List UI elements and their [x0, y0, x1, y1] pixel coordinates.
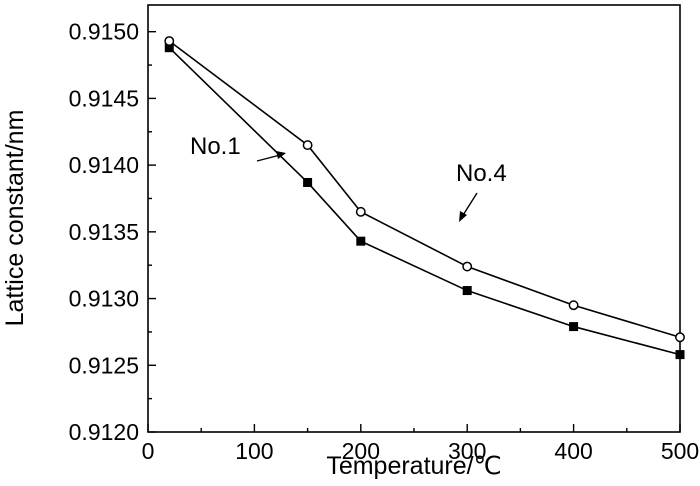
- y-tick-label: 0.9120: [69, 419, 139, 445]
- data-point-no4: [302, 140, 313, 151]
- x-tick-label: 300: [448, 438, 486, 464]
- series-line-no4: [168, 40, 681, 339]
- data-point-no1: [356, 236, 366, 246]
- annotation-no1: No.1: [190, 133, 241, 160]
- annotations: No.1 No.4: [190, 133, 507, 222]
- plot-frame: [147, 4, 681, 433]
- x-axis-title: Temperature/℃: [326, 452, 501, 480]
- data-point-no1: [675, 350, 685, 360]
- data-point-no1: [303, 177, 313, 187]
- data-point-no4: [568, 300, 579, 311]
- x-tick-label: 0: [142, 438, 155, 464]
- data-point-no1: [164, 43, 174, 53]
- x-tick-label: 200: [342, 438, 380, 464]
- data-point-no4: [164, 36, 175, 46]
- y-tick-label: 0.9125: [69, 352, 139, 378]
- x-tick-label: 400: [554, 438, 592, 464]
- data-point-no1: [569, 322, 579, 332]
- data-point-no4: [355, 206, 366, 217]
- y-tick-label: 0.9150: [69, 19, 139, 45]
- y-tick-label: 0.9145: [69, 85, 139, 111]
- data-point-no4: [675, 332, 685, 343]
- x-tick-label: 500: [661, 438, 699, 464]
- data-point-no1: [462, 286, 472, 296]
- annotation-no4: No.4: [456, 160, 507, 187]
- y-tick-label: 0.9130: [69, 286, 139, 312]
- y-axis-title: Lattice constant/nm: [1, 110, 29, 327]
- annotation-no1-arrowhead: [276, 151, 286, 159]
- annotation-no4-arrowhead: [459, 211, 467, 222]
- y-tick-label: 0.9140: [69, 152, 139, 178]
- x-tick-label: 100: [235, 438, 273, 464]
- axes: 0 100 200 300 400 500 0.9120 0.9125 0.9130 0.9135…: [69, 4, 699, 464]
- series-group: [164, 36, 685, 360]
- series-line-no1: [168, 47, 681, 356]
- y-tick-label: 0.9135: [69, 219, 139, 245]
- data-point-no4: [462, 261, 473, 272]
